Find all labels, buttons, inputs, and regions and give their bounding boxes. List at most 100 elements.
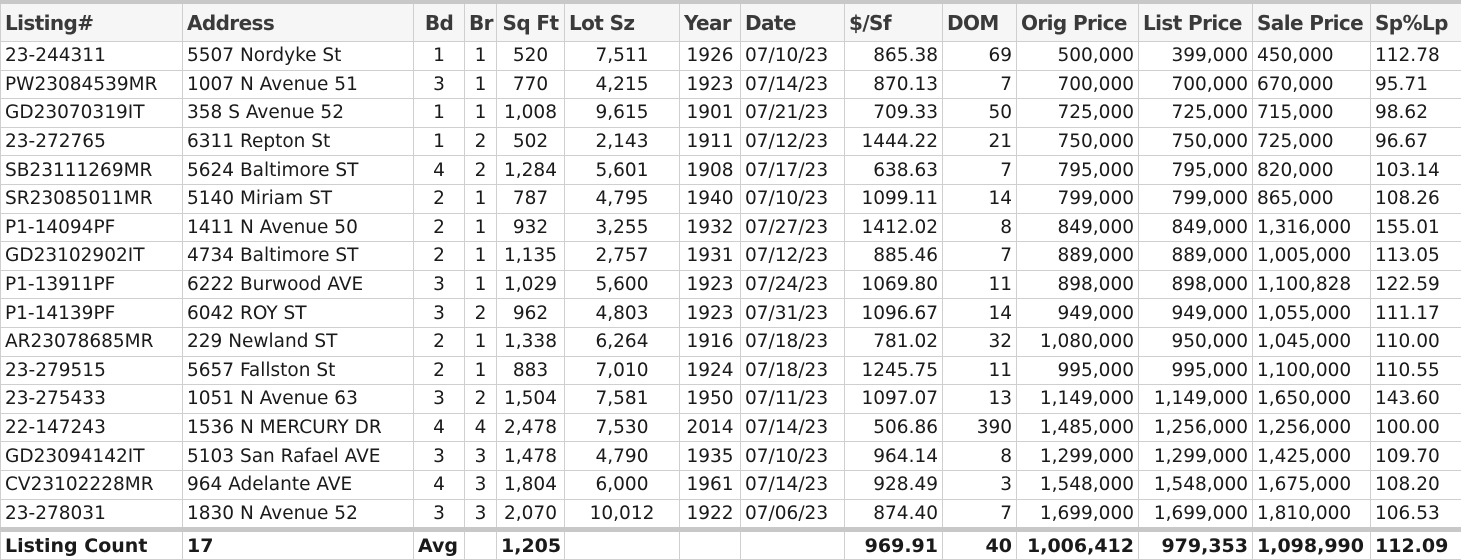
- col-header-price-per-sf[interactable]: $/Sf: [845, 2, 943, 42]
- listing-count: 17: [183, 530, 414, 560]
- address-cell: 1536 N MERCURY DR: [183, 413, 414, 442]
- sale-price-cell: 1,055,000: [1253, 299, 1371, 328]
- listing-number-cell: 23-279515: [1, 356, 183, 385]
- sale-date-cell: 07/14/23: [741, 470, 845, 499]
- avg-list-price: 979,353: [1139, 530, 1253, 560]
- col-header-dom[interactable]: DOM: [943, 2, 1017, 42]
- list-price-cell: 750,000: [1139, 127, 1253, 156]
- price-per-sqft-cell: 1069.80: [845, 270, 943, 299]
- col-header-bd[interactable]: Bd: [414, 2, 465, 42]
- sale-date-cell: 07/12/23: [741, 127, 845, 156]
- avg-orig-price: 1,006,412: [1017, 530, 1139, 560]
- sale-price-cell: 1,100,000: [1253, 356, 1371, 385]
- year-built-cell: 1911: [680, 127, 741, 156]
- summary-label: Listing Count: [1, 530, 183, 560]
- sale-price-cell: 725,000: [1253, 127, 1371, 156]
- listing-number-cell: P1-14139PF: [1, 299, 183, 328]
- bathrooms-cell: 1: [465, 99, 497, 128]
- listing-number-cell: GD23094142IT: [1, 442, 183, 471]
- sale-date-cell: 07/10/23: [741, 442, 845, 471]
- days-on-market-cell: 8: [943, 442, 1017, 471]
- col-header-lot[interactable]: Lot Sz: [565, 2, 680, 42]
- sale-date-cell: 07/27/23: [741, 213, 845, 242]
- sale-to-list-ratio-cell: 103.14: [1371, 156, 1461, 185]
- sale-to-list-ratio-cell: 111.17: [1371, 299, 1461, 328]
- sale-price-cell: 715,000: [1253, 99, 1371, 128]
- lot-size-cell: 4,795: [565, 184, 680, 213]
- lot-size-cell: 7,511: [565, 42, 680, 71]
- square-feet-cell: 1,478: [497, 442, 565, 471]
- days-on-market-cell: 14: [943, 184, 1017, 213]
- price-per-sqft-cell: 1412.02: [845, 213, 943, 242]
- bathrooms-cell: 1: [465, 184, 497, 213]
- original-price-cell: 750,000: [1017, 127, 1139, 156]
- listing-number-cell: GD23102902IT: [1, 242, 183, 271]
- col-header-year[interactable]: Year: [680, 2, 741, 42]
- col-header-sp-lp[interactable]: Sp%Lp: [1371, 2, 1461, 42]
- days-on-market-cell: 32: [943, 327, 1017, 356]
- sale-price-cell: 1,650,000: [1253, 385, 1371, 414]
- sale-to-list-ratio-cell: 106.53: [1371, 499, 1461, 530]
- table-header: Listing# Address Bd Br Sq Ft Lot Sz Year…: [1, 2, 1461, 42]
- price-per-sqft-cell: 1444.22: [845, 127, 943, 156]
- original-price-cell: 1,149,000: [1017, 385, 1139, 414]
- list-price-cell: 949,000: [1139, 299, 1253, 328]
- price-per-sqft-cell: 885.46: [845, 242, 943, 271]
- sale-price-cell: 1,425,000: [1253, 442, 1371, 471]
- col-header-listing[interactable]: Listing#: [1, 2, 183, 42]
- price-per-sqft-cell: 1097.07: [845, 385, 943, 414]
- sale-to-list-ratio-cell: 155.01: [1371, 213, 1461, 242]
- original-price-cell: 1,485,000: [1017, 413, 1139, 442]
- col-header-list-price[interactable]: List Price: [1139, 2, 1253, 42]
- col-header-sale-price[interactable]: Sale Price: [1253, 2, 1371, 42]
- col-header-br[interactable]: Br: [465, 2, 497, 42]
- avg-sale-price: 1,098,990: [1253, 530, 1371, 560]
- bedrooms-cell: 4: [414, 156, 465, 185]
- bedrooms-cell: 1: [414, 99, 465, 128]
- sale-price-cell: 820,000: [1253, 156, 1371, 185]
- listing-number-cell: 22-147243: [1, 413, 183, 442]
- square-feet-cell: 502: [497, 127, 565, 156]
- bedrooms-cell: 4: [414, 413, 465, 442]
- year-built-cell: 1901: [680, 99, 741, 128]
- col-header-sqft[interactable]: Sq Ft: [497, 2, 565, 42]
- original-price-cell: 1,080,000: [1017, 327, 1139, 356]
- list-price-cell: 1,256,000: [1139, 413, 1253, 442]
- days-on-market-cell: 7: [943, 70, 1017, 99]
- square-feet-cell: 2,070: [497, 499, 565, 530]
- square-feet-cell: 932: [497, 213, 565, 242]
- sale-date-cell: 07/24/23: [741, 270, 845, 299]
- col-header-date[interactable]: Date: [741, 2, 845, 42]
- sale-to-list-ratio-cell: 100.00: [1371, 413, 1461, 442]
- avg-date: [741, 530, 845, 560]
- list-price-cell: 889,000: [1139, 242, 1253, 271]
- original-price-cell: 849,000: [1017, 213, 1139, 242]
- address-cell: 6222 Burwood AVE: [183, 270, 414, 299]
- col-header-address[interactable]: Address: [183, 2, 414, 42]
- lot-size-cell: 7,010: [565, 356, 680, 385]
- bedrooms-cell: 2: [414, 327, 465, 356]
- year-built-cell: 1932: [680, 213, 741, 242]
- sale-date-cell: 07/31/23: [741, 299, 845, 328]
- col-header-orig-price[interactable]: Orig Price: [1017, 2, 1139, 42]
- bedrooms-cell: 3: [414, 499, 465, 530]
- square-feet-cell: 1,338: [497, 327, 565, 356]
- address-cell: 5657 Fallston St: [183, 356, 414, 385]
